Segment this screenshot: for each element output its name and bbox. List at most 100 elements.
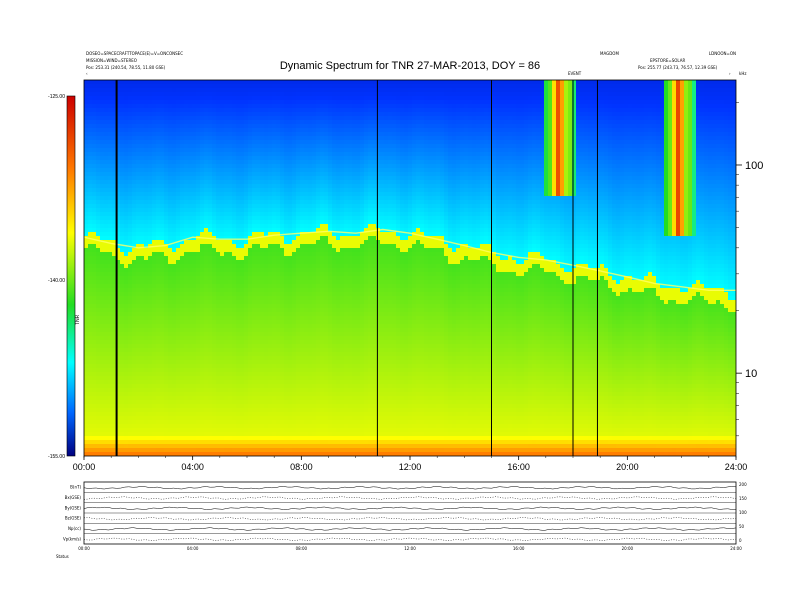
spectrogram-cell bbox=[196, 160, 201, 165]
spectrogram-cell bbox=[96, 312, 101, 317]
spectrogram-cell bbox=[160, 380, 165, 385]
spectrogram-cell bbox=[84, 80, 89, 85]
top-left-tag: ‹ bbox=[86, 71, 88, 76]
spectrogram-cell bbox=[240, 428, 245, 433]
spectrogram-cell bbox=[116, 268, 121, 273]
spectrogram-cell bbox=[168, 200, 173, 205]
spectrogram-cell bbox=[208, 348, 213, 353]
spectrogram-cell bbox=[172, 404, 177, 409]
spectrogram-cell bbox=[96, 208, 101, 213]
spectrogram-cell bbox=[88, 104, 93, 109]
spectrogram-cell bbox=[240, 176, 245, 181]
spectrogram-cell bbox=[200, 116, 205, 121]
spectrogram-cell bbox=[112, 392, 117, 397]
spectrogram-cell bbox=[208, 224, 213, 229]
spectrogram-cell bbox=[200, 292, 205, 297]
spectrogram-cell bbox=[168, 316, 173, 321]
spectrogram-cell bbox=[128, 216, 133, 221]
spectrogram-cell bbox=[132, 336, 137, 341]
spectrogram-cell bbox=[180, 92, 185, 97]
spectrogram-cell bbox=[144, 92, 149, 97]
spectrogram-cell bbox=[220, 320, 225, 325]
spectrogram-cell bbox=[208, 448, 213, 453]
spectrogram-cell bbox=[288, 288, 293, 293]
spectrogram-cell bbox=[228, 100, 233, 105]
spectrogram-cell bbox=[284, 164, 289, 169]
spectrogram-cell bbox=[248, 404, 253, 409]
spectrogram-cell bbox=[112, 108, 117, 113]
spectrogram-cell bbox=[288, 104, 293, 109]
spectrogram-cell bbox=[196, 212, 201, 217]
spectrogram-cell bbox=[232, 228, 237, 233]
spectrogram-cell bbox=[192, 448, 197, 453]
spectrogram-cell bbox=[232, 132, 237, 137]
spectrogram-cell bbox=[128, 148, 133, 153]
spectrogram-cell bbox=[160, 160, 165, 165]
spectrogram-cell bbox=[224, 452, 229, 456]
spectrogram-cell bbox=[148, 204, 153, 209]
spectrogram-cell bbox=[264, 324, 269, 329]
spectrogram-cell bbox=[284, 392, 289, 397]
spectrogram-cell bbox=[236, 108, 241, 113]
spectrogram-cell bbox=[140, 280, 145, 285]
spectrogram-cell bbox=[168, 112, 173, 117]
spectrogram-cell bbox=[168, 432, 173, 437]
spectrogram-cell bbox=[104, 368, 109, 373]
spectrogram-cell bbox=[228, 224, 233, 229]
spectrogram-cell bbox=[220, 408, 225, 413]
spectrogram-cell bbox=[108, 296, 113, 301]
spectrogram-cell bbox=[132, 392, 137, 397]
spectrogram-cell bbox=[208, 144, 213, 149]
spectrogram-cell bbox=[288, 304, 293, 309]
spectrogram-cell bbox=[96, 228, 101, 233]
spectrogram-cell bbox=[228, 180, 233, 185]
spectrogram-cell bbox=[200, 272, 205, 277]
spectrogram-cell bbox=[232, 232, 237, 237]
spectrogram-cell bbox=[128, 200, 133, 205]
spectrogram-cell bbox=[88, 328, 93, 333]
spectrogram-cell bbox=[164, 132, 169, 137]
spectrogram-cell bbox=[264, 260, 269, 265]
spectrogram-cell bbox=[224, 88, 229, 93]
spectrogram-cell bbox=[168, 348, 173, 353]
spectrogram-cell bbox=[264, 272, 269, 277]
spectrogram-cell bbox=[200, 200, 205, 205]
spectrogram-cell bbox=[84, 388, 89, 393]
spectrogram-cell bbox=[240, 244, 245, 249]
spectrogram-cell bbox=[288, 300, 293, 305]
spectrogram-cell bbox=[176, 92, 181, 97]
spectrogram-cell bbox=[152, 268, 157, 273]
spectrogram-cell bbox=[244, 100, 249, 105]
spectrogram-cell bbox=[172, 200, 177, 205]
spectrogram-cell bbox=[280, 288, 285, 293]
spectrogram-cell bbox=[288, 424, 293, 429]
spectrogram-cell bbox=[132, 264, 137, 269]
spectrogram-cell bbox=[280, 300, 285, 305]
spectrogram-cell bbox=[120, 360, 125, 365]
spectrogram-cell bbox=[156, 396, 161, 401]
spectrogram-cell bbox=[84, 272, 89, 277]
spectrogram-cell bbox=[284, 132, 289, 137]
spectrogram-cell bbox=[128, 380, 133, 385]
spectrogram-cell bbox=[168, 300, 173, 305]
spectrogram-cell bbox=[148, 320, 153, 325]
spectrogram-cell bbox=[216, 236, 221, 241]
spectrogram-cell bbox=[204, 128, 209, 133]
top-right-arrow: › bbox=[729, 71, 731, 76]
spectrogram-cell bbox=[272, 408, 277, 413]
spectrogram-cell bbox=[92, 92, 97, 97]
spectrogram-cell bbox=[104, 392, 109, 397]
spectrogram-cell bbox=[100, 300, 105, 305]
spectrogram-cell bbox=[100, 320, 105, 325]
spectrogram-cell bbox=[176, 160, 181, 165]
spectrogram-cell bbox=[196, 180, 201, 185]
spectrogram-cell bbox=[100, 216, 105, 221]
spectrogram-cell bbox=[84, 328, 89, 333]
spectrogram-cell bbox=[100, 96, 105, 101]
spectrogram-cell bbox=[184, 108, 189, 113]
spectrogram-cell bbox=[224, 276, 229, 281]
spectrogram-cell bbox=[148, 340, 153, 345]
spectrogram-cell bbox=[268, 148, 273, 153]
spectrogram-cell bbox=[116, 324, 121, 329]
spectrogram-cell bbox=[240, 404, 245, 409]
